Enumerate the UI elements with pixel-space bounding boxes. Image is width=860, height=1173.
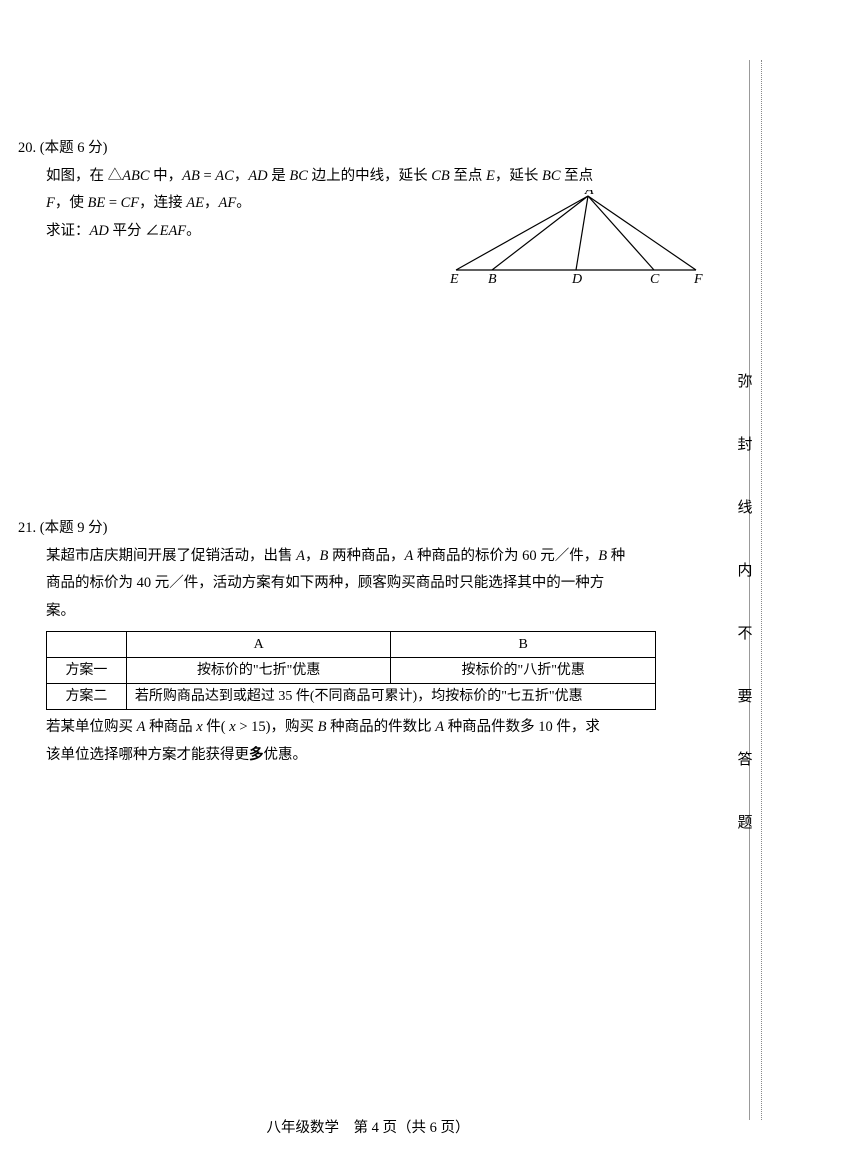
problem-21-header: 21. (本题 9 分): [18, 515, 718, 543]
sealing-char: 弥: [730, 370, 760, 391]
problem-21-number: 21.: [18, 520, 36, 536]
figure-label-F: F: [693, 272, 703, 285]
table-row: 方案一 按标价的"七折"优惠 按标价的"八折"优惠: [47, 658, 656, 684]
problem-20-header: 20. (本题 6 分): [18, 135, 718, 163]
plan-table: A B 方案一 按标价的"七折"优惠 按标价的"八折"优惠 方案二 若所购商品达…: [46, 631, 656, 710]
problem-21-intro2: 商品的标价为 40 元／件，活动方案有如下两种，顾客购买商品时只能选择其中的一种…: [46, 570, 718, 598]
table-row: A B: [47, 632, 656, 658]
figure-label-A: A: [584, 190, 594, 198]
figure-label-B: B: [488, 272, 497, 285]
problem-21-intro1: 某超市店庆期间开展了促销活动，出售 A，B 两种商品，A 种商品的标价为 60 …: [46, 543, 718, 571]
table-row: 方案二 若所购商品达到或超过 35 件(不同商品可累计)，均按标价的"七五折"优…: [47, 684, 656, 710]
problem-20-points: (本题 6 分): [40, 140, 108, 156]
table-header-A: A: [126, 632, 391, 658]
table-row2-label: 方案二: [47, 684, 127, 710]
sealing-char: 题: [730, 811, 760, 832]
table-row1-B: 按标价的"八折"优惠: [391, 658, 656, 684]
page-footer: 八年级数学 第 4 页（共 6 页）: [18, 1116, 718, 1137]
table-header-B: B: [391, 632, 656, 658]
problem-21-points: (本题 9 分): [40, 520, 108, 536]
triangle-figure: A E B D C F: [448, 190, 708, 280]
problem-21-after2: 该单位选择哪种方案才能获得更多优惠。: [46, 742, 718, 770]
sealing-text: 弥 封 线 内 不 要 答 题: [730, 370, 760, 874]
problem-20-number: 20.: [18, 140, 36, 156]
sealing-char: 不: [730, 622, 760, 643]
sealing-char: 封: [730, 433, 760, 454]
table-row2-text: 若所购商品达到或超过 35 件(不同商品可累计)，均按标价的"七五折"优惠: [126, 684, 655, 710]
sealing-dots: [761, 60, 762, 1120]
problem-20-line1: 如图，在 △ABC 中，AB = AC，AD 是 BC 边上的中线，延长 CB …: [46, 163, 718, 191]
problem-21-after1: 若某单位购买 A 种商品 x 件( x > 15)，购买 B 种商品的件数比 A…: [46, 714, 718, 742]
problem-21-intro3: 案。: [46, 598, 718, 626]
sealing-char: 答: [730, 748, 760, 769]
figure-label-C: C: [650, 272, 660, 285]
problem-21-after: 若某单位购买 A 种商品 x 件( x > 15)，购买 B 种商品的件数比 A…: [18, 714, 718, 769]
figure-label-E: E: [449, 272, 459, 285]
sealing-char: 内: [730, 559, 760, 580]
sealing-char: 要: [730, 685, 760, 706]
table-row1-A: 按标价的"七折"优惠: [126, 658, 391, 684]
table-cell-empty: [47, 632, 127, 658]
sealing-char: 线: [730, 496, 760, 517]
table-row1-label: 方案一: [47, 658, 127, 684]
triangle-svg: A E B D C F: [448, 190, 708, 285]
figure-label-D: D: [571, 272, 582, 285]
problem-21: 21. (本题 9 分) 某超市店庆期间开展了促销活动，出售 A，B 两种商品，…: [18, 515, 718, 769]
problem-21-body: 某超市店庆期间开展了促销活动，出售 A，B 两种商品，A 种商品的标价为 60 …: [18, 543, 718, 626]
